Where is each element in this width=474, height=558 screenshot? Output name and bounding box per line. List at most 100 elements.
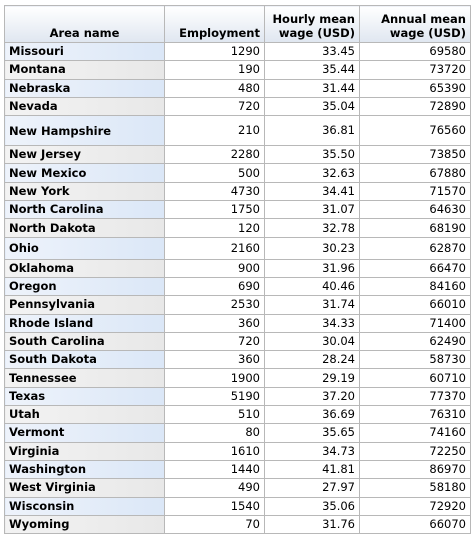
value-cell: 690 — [164, 276, 265, 297]
wage-table: Area name Employment Hourly mean wage (U… — [4, 5, 471, 535]
area-name-cell: New Jersey — [4, 145, 165, 165]
value-cell: 73720 — [359, 60, 471, 80]
area-name-cell: South Carolina — [4, 331, 165, 352]
value-cell: 34.41 — [264, 181, 360, 202]
value-cell: 35.65 — [264, 423, 360, 443]
value-cell: 31.76 — [264, 514, 360, 535]
table-row: West Virginia 490 27.97 58180 — [4, 478, 471, 498]
table-row: New Mexico 500 32.63 67880 — [4, 163, 471, 183]
value-cell: 72890 — [359, 96, 471, 117]
value-cell: 360 — [164, 313, 265, 333]
table-row: Texas 5190 37.20 77370 — [4, 386, 471, 407]
value-cell: 2530 — [164, 295, 265, 315]
table-row: Nevada 720 35.04 72890 — [4, 96, 471, 117]
table-row: New Jersey 2280 35.50 73850 — [4, 145, 471, 165]
value-cell: 66010 — [359, 295, 471, 315]
table-row: Wyoming 70 31.76 66070 — [4, 514, 471, 535]
table-row: Ohio 2160 30.23 62870 — [4, 236, 471, 260]
value-cell: 120 — [164, 218, 265, 238]
area-name-cell: Utah — [4, 405, 165, 425]
table-row: Utah 510 36.69 76310 — [4, 405, 471, 425]
value-cell: 71570 — [359, 181, 471, 202]
value-cell: 1750 — [164, 200, 265, 220]
value-cell: 720 — [164, 96, 265, 117]
area-name-cell: Virginia — [4, 441, 165, 461]
table-body: Missouri 1290 33.45 69580 Montana 190 35.44 737… — [4, 41, 471, 535]
header-cell: Annual mean wage (USD) — [359, 5, 471, 43]
table-row: South Carolina 720 30.04 62490 — [4, 331, 471, 352]
value-cell: 27.97 — [264, 478, 360, 498]
value-cell: 1610 — [164, 441, 265, 461]
value-cell: 31.74 — [264, 295, 360, 315]
value-cell: 5190 — [164, 386, 265, 407]
value-cell: 2160 — [164, 236, 265, 260]
value-cell: 67880 — [359, 163, 471, 183]
value-cell: 1900 — [164, 368, 265, 388]
value-cell: 74160 — [359, 423, 471, 443]
area-name-cell: Pennsylvania — [4, 295, 165, 315]
value-cell: 28.24 — [264, 350, 360, 370]
area-name-cell: New York — [4, 181, 165, 202]
value-cell: 76310 — [359, 405, 471, 425]
area-name-cell: Wisconsin — [4, 496, 165, 516]
value-cell: 84160 — [359, 276, 471, 297]
value-cell: 31.44 — [264, 78, 360, 98]
value-cell: 33.45 — [264, 41, 360, 62]
table-row: New Hampshire 210 36.81 76560 — [4, 115, 471, 147]
value-cell: 72250 — [359, 441, 471, 461]
value-cell: 60710 — [359, 368, 471, 388]
value-cell: 64630 — [359, 200, 471, 220]
table-row: Montana 190 35.44 73720 — [4, 60, 471, 80]
value-cell: 35.50 — [264, 145, 360, 165]
table-row: Rhode Island 360 34.33 71400 — [4, 313, 471, 333]
table-row: Washington 1440 41.81 86970 — [4, 459, 471, 480]
table-row: Wisconsin 1540 35.06 72920 — [4, 496, 471, 516]
value-cell: 30.23 — [264, 236, 360, 260]
area-name-cell: New Hampshire — [4, 115, 165, 147]
value-cell: 360 — [164, 350, 265, 370]
value-cell: 31.07 — [264, 200, 360, 220]
value-cell: 66470 — [359, 258, 471, 278]
value-cell: 66070 — [359, 514, 471, 535]
header-cell: Area name — [4, 5, 165, 43]
value-cell: 32.63 — [264, 163, 360, 183]
table-header: Area name Employment Hourly mean wage (U… — [4, 5, 471, 43]
area-name-cell: Ohio — [4, 236, 165, 260]
table-row: Oregon 690 40.46 84160 — [4, 276, 471, 297]
area-name-cell: Missouri — [4, 41, 165, 62]
value-cell: 35.44 — [264, 60, 360, 80]
value-cell: 900 — [164, 258, 265, 278]
value-cell: 37.20 — [264, 386, 360, 407]
value-cell: 62490 — [359, 331, 471, 352]
table-row: North Dakota 120 32.78 68190 — [4, 218, 471, 238]
table-row: North Carolina 1750 31.07 64630 — [4, 200, 471, 220]
area-name-cell: Washington — [4, 459, 165, 480]
value-cell: 32.78 — [264, 218, 360, 238]
header-row: Area name Employment Hourly mean wage (U… — [4, 5, 471, 43]
value-cell: 73850 — [359, 145, 471, 165]
table-row: Missouri 1290 33.45 69580 — [4, 41, 471, 62]
value-cell: 720 — [164, 331, 265, 352]
table-row: Pennsylvania 2530 31.74 66010 — [4, 295, 471, 315]
area-name-cell: Tennessee — [4, 368, 165, 388]
area-name-cell: North Carolina — [4, 200, 165, 220]
value-cell: 58180 — [359, 478, 471, 498]
value-cell: 77370 — [359, 386, 471, 407]
value-cell: 30.04 — [264, 331, 360, 352]
area-name-cell: Nebraska — [4, 78, 165, 98]
value-cell: 29.19 — [264, 368, 360, 388]
value-cell: 76560 — [359, 115, 471, 147]
table-row: Vermont 80 35.65 74160 — [4, 423, 471, 443]
value-cell: 34.73 — [264, 441, 360, 461]
table-row: Oklahoma 900 31.96 66470 — [4, 258, 471, 278]
value-cell: 80 — [164, 423, 265, 443]
area-name-cell: Texas — [4, 386, 165, 407]
table-row: Virginia 1610 34.73 72250 — [4, 441, 471, 461]
header-cell: Hourly mean wage (USD) — [264, 5, 360, 43]
value-cell: 36.81 — [264, 115, 360, 147]
value-cell: 41.81 — [264, 459, 360, 480]
value-cell: 40.46 — [264, 276, 360, 297]
value-cell: 86970 — [359, 459, 471, 480]
area-name-cell: West Virginia — [4, 478, 165, 498]
value-cell: 510 — [164, 405, 265, 425]
